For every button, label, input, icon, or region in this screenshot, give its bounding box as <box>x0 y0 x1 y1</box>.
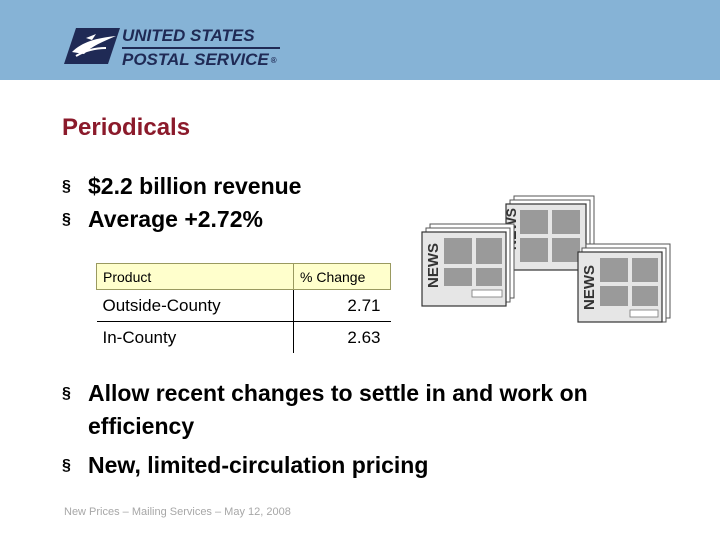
logo-line1: UNITED STATES <box>122 26 255 45</box>
usps-logo: UNITED STATES POSTAL SERVICE ® <box>62 20 282 71</box>
logo-line2: POSTAL SERVICE <box>122 50 269 69</box>
price-change-table: Product % Change Outside-County 2.71 In-… <box>96 263 391 353</box>
column-header-change: % Change <box>293 263 391 290</box>
newspaper-left: NEWS <box>421 223 515 307</box>
bullet-text: Average +2.72% <box>88 206 263 232</box>
top-bullet-list: § $2.2 billion revenue § Average +2.72% <box>62 170 301 236</box>
slide-title: Periodicals <box>62 114 191 141</box>
table-header-row: Product % Change <box>96 263 391 290</box>
slide-footer: New Prices – Mailing Services – May 12, … <box>64 506 291 518</box>
product-cell: In-County <box>102 327 177 347</box>
bullet-item: § Allow recent changes to settle in and w… <box>62 377 672 443</box>
bullet-mark: § <box>62 178 71 195</box>
change-cell: 2.63 <box>293 321 391 353</box>
header-bar: UNITED STATES POSTAL SERVICE ® <box>0 0 720 80</box>
eagle-logo-icon <box>64 28 120 64</box>
logo-wordmark: UNITED STATES POSTAL SERVICE ® <box>122 26 280 71</box>
table-row: In-County 2.63 <box>97 321 391 353</box>
newspaper-right: NEWS <box>577 243 671 323</box>
bullet-text: $2.2 billion revenue <box>88 173 302 199</box>
registered-mark: ® <box>270 55 277 65</box>
news-label: NEWS <box>581 265 598 310</box>
bullet-text: Allow recent changes to settle in and wo… <box>88 380 588 439</box>
bullet-item: § Average +2.72% <box>62 203 301 236</box>
bullet-mark: § <box>62 385 71 402</box>
bullet-item: § $2.2 billion revenue <box>62 170 301 203</box>
change-cell: 2.71 <box>293 289 391 322</box>
bullet-mark: § <box>62 457 71 474</box>
bottom-bullet-list: § Allow recent changes to settle in and w… <box>62 377 672 488</box>
table-row: Outside-County 2.71 <box>96 289 391 322</box>
column-header-product: Product <box>96 263 294 290</box>
bullet-mark: § <box>62 211 71 228</box>
newspaper-back: NEWS <box>503 195 595 271</box>
bullet-item: § New, limited-circulation pricing <box>62 449 672 482</box>
newspaper-stack-icon: NEWS NEWS NEWS <box>421 195 671 323</box>
bullet-text: New, limited-circulation pricing <box>88 452 429 478</box>
product-cell: Outside-County <box>96 289 294 322</box>
news-label: NEWS <box>425 243 442 288</box>
